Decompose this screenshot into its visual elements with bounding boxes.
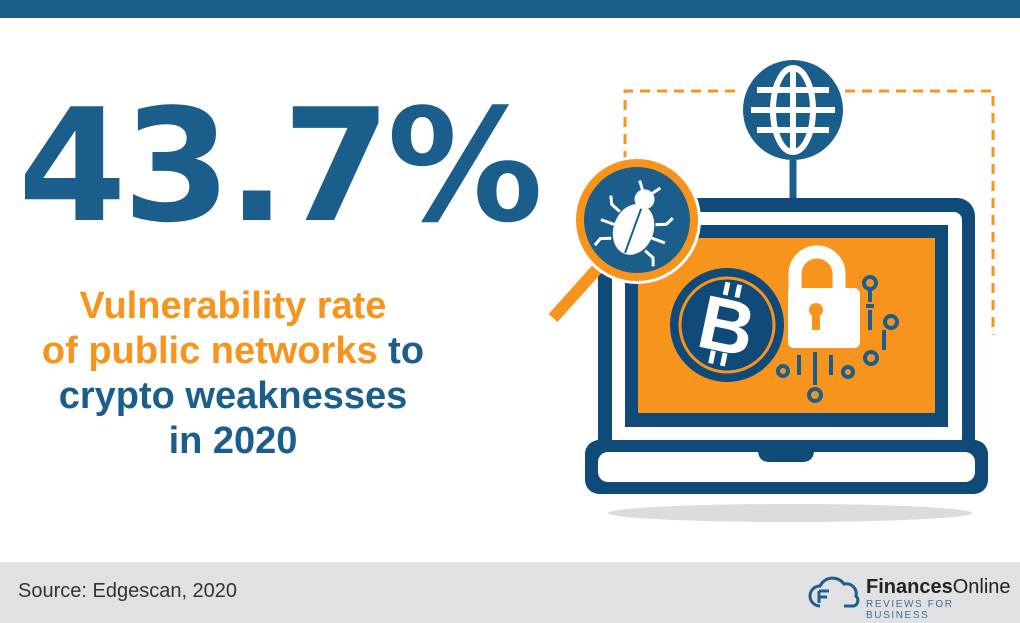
stat-value: 43.7% — [18, 75, 543, 257]
desc-highlight: of public networks — [41, 330, 378, 372]
financesonline-logo: FinancesOnline REVIEWS FOR BUSINESS — [808, 574, 1011, 621]
source-text: Source: Edgescan, 2020 — [18, 580, 238, 602]
top-bar — [0, 0, 1020, 18]
desc-line-1: Vulnerability rate — [79, 285, 387, 327]
desc-line-2: of public networks to — [20, 329, 446, 374]
desc-line-3: crypto weaknesses — [58, 375, 408, 417]
logo-tagline: REVIEWS FOR BUSINESS — [866, 599, 954, 621]
footer: Source: Edgescan, 2020 FinancesOnline RE… — [0, 562, 1020, 623]
bug-icon — [593, 180, 674, 267]
stat-description: Vulnerability rate of public networks to… — [20, 284, 446, 464]
bitcoin-icon: B — [670, 268, 784, 382]
shadow — [608, 504, 972, 522]
circuit-icon — [776, 275, 899, 403]
cloud-logo-icon — [808, 576, 860, 608]
logo-name: FinancesOnline — [866, 576, 1011, 598]
desc-rest: to — [377, 330, 425, 372]
desc-line-4: in 2020 — [168, 420, 298, 462]
globe-icon — [743, 60, 843, 200]
padlock-icon — [788, 245, 860, 348]
